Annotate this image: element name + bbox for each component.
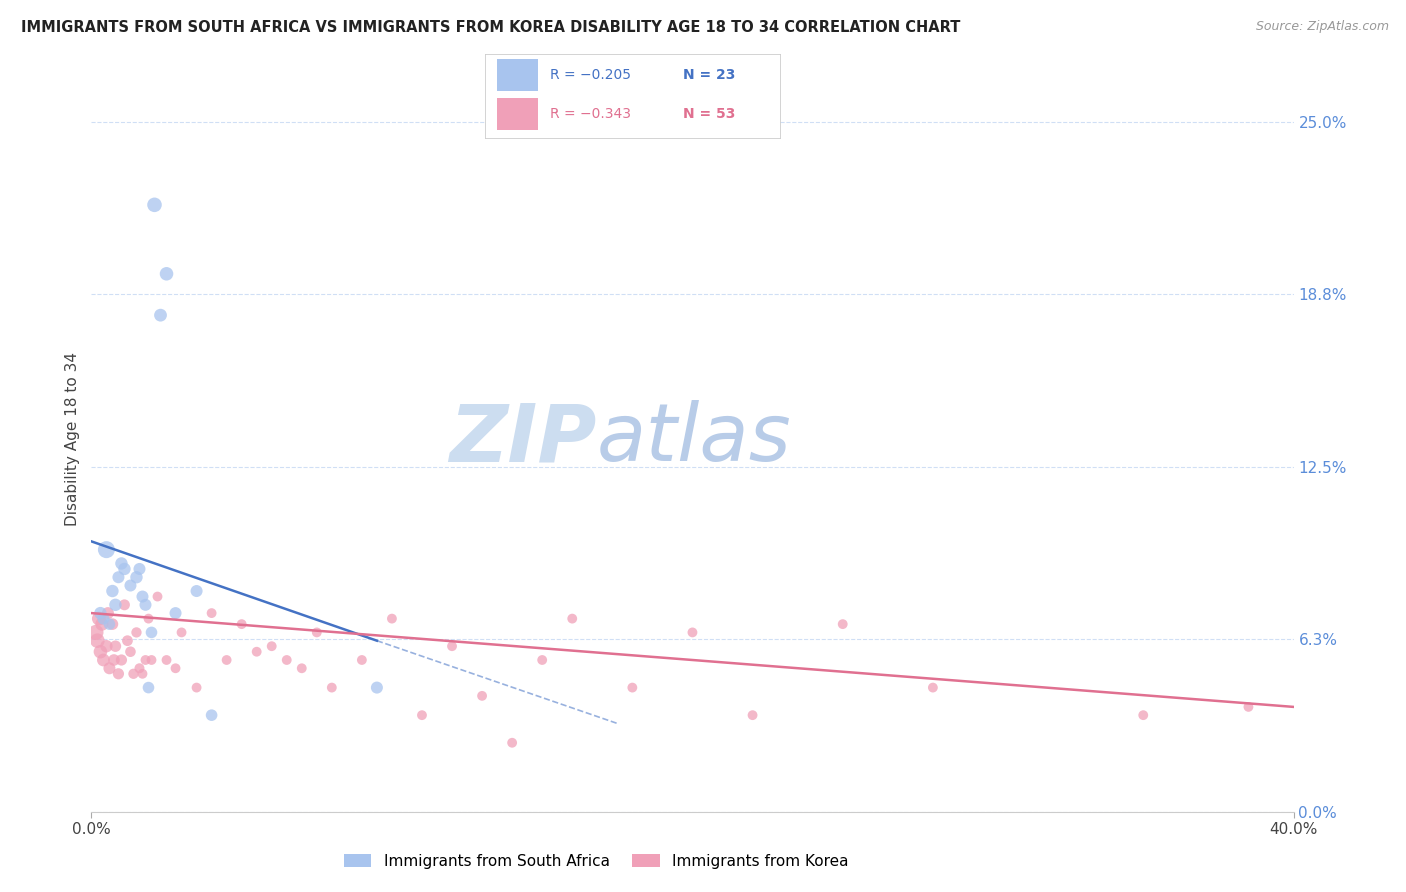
Point bbox=[120, 578, 142, 592]
Point bbox=[291, 661, 314, 675]
Text: IMMIGRANTS FROM SOUTH AFRICA VS IMMIGRANTS FROM KOREA DISABILITY AGE 18 TO 34 CO: IMMIGRANTS FROM SOUTH AFRICA VS IMMIGRAN… bbox=[21, 20, 960, 35]
Point bbox=[93, 653, 115, 667]
Point bbox=[97, 606, 120, 620]
Point bbox=[96, 639, 118, 653]
Point bbox=[231, 617, 253, 632]
Point bbox=[84, 625, 107, 640]
Text: R = −0.343: R = −0.343 bbox=[550, 107, 631, 120]
Point bbox=[87, 612, 110, 626]
Text: Source: ZipAtlas.com: Source: ZipAtlas.com bbox=[1256, 20, 1389, 33]
Text: atlas: atlas bbox=[596, 401, 792, 478]
Point bbox=[117, 633, 139, 648]
Point bbox=[531, 653, 554, 667]
Text: R = −0.205: R = −0.205 bbox=[550, 68, 631, 82]
Point bbox=[350, 653, 373, 667]
Point bbox=[501, 736, 523, 750]
Point bbox=[215, 653, 238, 667]
Point bbox=[561, 612, 583, 626]
Point bbox=[110, 557, 132, 571]
Point bbox=[246, 645, 269, 659]
Point bbox=[141, 625, 163, 640]
Point bbox=[305, 625, 328, 640]
Point bbox=[276, 653, 298, 667]
Point bbox=[922, 681, 945, 695]
Point bbox=[165, 661, 187, 675]
Point bbox=[165, 606, 187, 620]
Point bbox=[128, 562, 150, 576]
Point bbox=[471, 689, 494, 703]
Point bbox=[134, 653, 156, 667]
Point bbox=[125, 625, 148, 640]
Point bbox=[90, 617, 112, 632]
Point bbox=[260, 639, 283, 653]
Point bbox=[155, 653, 177, 667]
Point bbox=[681, 625, 703, 640]
Bar bbox=[496, 59, 538, 91]
Text: N = 23: N = 23 bbox=[683, 68, 735, 82]
Point bbox=[89, 645, 111, 659]
Point bbox=[141, 653, 163, 667]
Point bbox=[122, 666, 145, 681]
Point bbox=[138, 681, 160, 695]
Point bbox=[411, 708, 433, 723]
Point bbox=[741, 708, 763, 723]
Point bbox=[98, 661, 121, 675]
Point bbox=[186, 681, 208, 695]
Point bbox=[96, 542, 118, 557]
Point bbox=[104, 639, 127, 653]
Point bbox=[138, 612, 160, 626]
Point bbox=[114, 562, 136, 576]
Point bbox=[107, 666, 129, 681]
Point bbox=[170, 625, 193, 640]
Point bbox=[621, 681, 644, 695]
Point bbox=[366, 681, 388, 695]
Point bbox=[321, 681, 343, 695]
Point bbox=[201, 606, 224, 620]
Point bbox=[101, 617, 124, 632]
Y-axis label: Disability Age 18 to 34: Disability Age 18 to 34 bbox=[65, 352, 80, 526]
Point bbox=[186, 584, 208, 599]
Legend: Immigrants from South Africa, Immigrants from Korea: Immigrants from South Africa, Immigrants… bbox=[337, 847, 855, 875]
Text: ZIP: ZIP bbox=[449, 401, 596, 478]
Point bbox=[155, 267, 177, 281]
Point bbox=[128, 661, 150, 675]
Point bbox=[114, 598, 136, 612]
Point bbox=[98, 617, 121, 632]
Point bbox=[1132, 708, 1154, 723]
Bar bbox=[496, 97, 538, 130]
Point bbox=[110, 653, 132, 667]
Point bbox=[381, 612, 404, 626]
Point bbox=[201, 708, 224, 723]
Point bbox=[143, 198, 166, 212]
Point bbox=[103, 653, 125, 667]
Point bbox=[441, 639, 464, 653]
Point bbox=[104, 598, 127, 612]
Point bbox=[101, 584, 124, 599]
Text: N = 53: N = 53 bbox=[683, 107, 735, 120]
Point bbox=[131, 590, 153, 604]
Point bbox=[149, 308, 172, 322]
Point bbox=[1237, 699, 1260, 714]
Point bbox=[125, 570, 148, 584]
Point bbox=[146, 590, 169, 604]
Point bbox=[120, 645, 142, 659]
Point bbox=[134, 598, 156, 612]
Point bbox=[831, 617, 853, 632]
Point bbox=[89, 606, 111, 620]
Point bbox=[93, 612, 115, 626]
Point bbox=[86, 633, 108, 648]
Point bbox=[107, 570, 129, 584]
Point bbox=[131, 666, 153, 681]
